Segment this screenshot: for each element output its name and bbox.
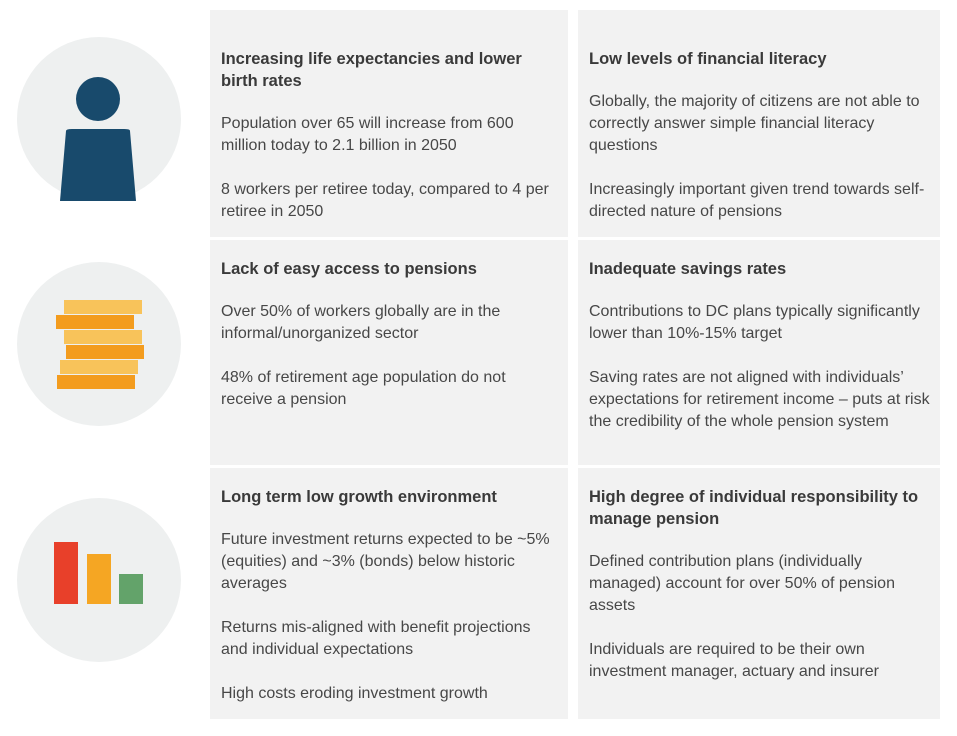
heading-low-growth: Long term low growth environment [221, 488, 497, 506]
coin-stack-icon [56, 300, 144, 389]
paragraph: Increasingly important given trend towar… [589, 181, 925, 220]
cell-life-expectancy: Increasing life expectancies and lower b… [210, 10, 568, 237]
paragraph: High costs eroding investment growth [221, 685, 488, 702]
paragraph: Defined contribution plans (individually… [589, 553, 895, 614]
paragraph: 48% of retirement age population do not … [221, 369, 506, 408]
cell-pension-access: Lack of easy access to pensions Over 50%… [210, 240, 568, 465]
paragraph: Globally, the majority of citizens are n… [589, 93, 920, 154]
paragraph: Individuals are required to be their own… [589, 641, 879, 680]
heading-life-expectancy: Increasing life expectancies and lower b… [221, 50, 522, 90]
cell-savings-rates: Inadequate savings rates Contributions t… [578, 240, 940, 465]
cell-financial-literacy: Low levels of financial literacy Globall… [578, 10, 940, 237]
person-icon [60, 77, 136, 201]
paragraph: Returns mis-aligned with benefit project… [221, 619, 531, 658]
heading-savings-rates: Inadequate savings rates [589, 260, 787, 278]
heading-pension-access: Lack of easy access to pensions [221, 260, 477, 278]
declining-bar-chart-icon [54, 542, 143, 604]
paragraph: Population over 65 will increase from 60… [221, 115, 514, 154]
cell-low-growth: Long term low growth environment Future … [210, 468, 568, 719]
cell-individual-responsibility: High degree of individual responsibility… [578, 468, 940, 719]
paragraph: Contributions to DC plans typically sign… [589, 303, 920, 342]
paragraph: Future investment returns expected to be… [221, 531, 550, 592]
paragraph: Saving rates are not aligned with indivi… [589, 369, 930, 430]
paragraph: Over 50% of workers globally are in the … [221, 303, 501, 342]
paragraph: 8 workers per retiree today, compared to… [221, 181, 549, 220]
heading-financial-literacy: Low levels of financial literacy [589, 50, 827, 68]
heading-individual-responsibility: High degree of individual responsibility… [589, 488, 919, 528]
